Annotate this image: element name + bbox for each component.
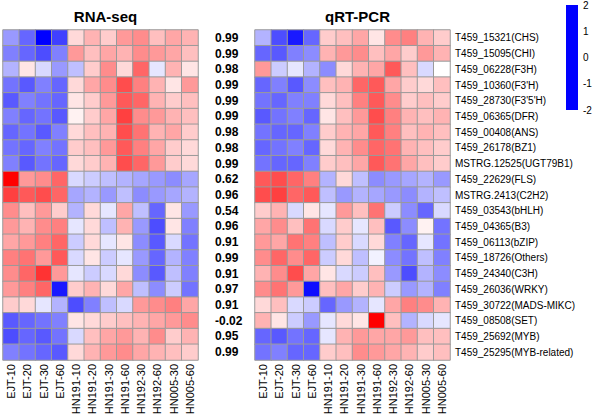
svg-text:0.62: 0.62 (215, 172, 239, 186)
svg-text:0: 0 (583, 52, 589, 63)
svg-text:T459_06228(F3H): T459_06228(F3H) (455, 64, 537, 75)
svg-text:MSTRG.2413(C2H2): MSTRG.2413(C2H2) (455, 190, 548, 201)
svg-text:0.98: 0.98 (215, 62, 239, 76)
svg-text:0.91: 0.91 (215, 235, 239, 249)
svg-text:T459_24340(C3H): T459_24340(C3H) (455, 268, 538, 279)
svg-text:EJT-10: EJT-10 (5, 364, 17, 399)
svg-text:T459_06113(bZIP): T459_06113(bZIP) (455, 237, 538, 248)
svg-text:0.96: 0.96 (215, 219, 239, 233)
svg-text:HN192-30: HN192-30 (387, 364, 399, 414)
svg-text:0.91: 0.91 (215, 267, 239, 281)
svg-text:MSTRG.12525(UGT79B1): MSTRG.12525(UGT79B1) (455, 158, 573, 169)
svg-text:EJT-10: EJT-10 (257, 364, 269, 399)
svg-text:T459_26036(WRKY): T459_26036(WRKY) (455, 284, 548, 295)
svg-text:0.99: 0.99 (215, 31, 239, 45)
svg-text:-2: -2 (583, 105, 592, 116)
svg-text:HN005-60: HN005-60 (184, 364, 196, 414)
svg-text:EJT-30: EJT-30 (38, 364, 50, 399)
svg-text:T459_25692(MYB): T459_25692(MYB) (455, 331, 540, 342)
svg-text:EJT-60: EJT-60 (306, 364, 318, 399)
svg-text:T459_28730(F3'5'H): T459_28730(F3'5'H) (455, 95, 546, 106)
svg-text:T459_00408(ANS): T459_00408(ANS) (455, 127, 538, 138)
svg-text:0.98: 0.98 (215, 125, 239, 139)
svg-text:0.96: 0.96 (215, 188, 239, 202)
svg-text:HN191-20: HN191-20 (338, 364, 350, 414)
svg-text:T459_15321(CHS): T459_15321(CHS) (455, 32, 539, 43)
svg-text:0.99: 0.99 (215, 78, 239, 92)
svg-text:RNA-seq: RNA-seq (74, 8, 137, 25)
svg-text:HN191-10: HN191-10 (70, 364, 82, 414)
svg-text:0.99: 0.99 (215, 94, 239, 108)
svg-text:-0.02: -0.02 (215, 314, 243, 328)
svg-text:-1: -1 (583, 78, 592, 89)
svg-text:HN191-60: HN191-60 (371, 364, 383, 414)
svg-text:EJT-30: EJT-30 (290, 364, 302, 399)
svg-text:HN191-20: HN191-20 (86, 364, 98, 414)
svg-text:HN005-30: HN005-30 (168, 364, 180, 414)
svg-text:0.99: 0.99 (215, 157, 239, 171)
svg-text:0.98: 0.98 (215, 141, 239, 155)
svg-text:T459_04365(B3): T459_04365(B3) (455, 221, 530, 232)
svg-text:EJT-60: EJT-60 (54, 364, 66, 399)
svg-text:T459_10360(F3'H): T459_10360(F3'H) (455, 80, 539, 91)
svg-text:HN192-30: HN192-30 (135, 364, 147, 414)
svg-text:HN192-60: HN192-60 (403, 364, 415, 414)
svg-text:T459_06365(DFR): T459_06365(DFR) (455, 111, 538, 122)
svg-text:T459_25295(MYB-related): T459_25295(MYB-related) (455, 347, 573, 358)
svg-text:1: 1 (583, 26, 589, 37)
svg-text:2: 2 (583, 0, 589, 11)
svg-text:HN191-30: HN191-30 (103, 364, 115, 414)
svg-text:T459_26178(BZ1): T459_26178(BZ1) (455, 142, 536, 153)
svg-text:HN005-60: HN005-60 (436, 364, 448, 414)
svg-text:T459_22629(FLS): T459_22629(FLS) (455, 174, 536, 185)
svg-text:0.99: 0.99 (215, 251, 239, 265)
svg-text:0.54: 0.54 (215, 204, 239, 218)
svg-text:HN191-30: HN191-30 (355, 364, 367, 414)
svg-text:HN192-60: HN192-60 (151, 364, 163, 414)
svg-text:T459_30722(MADS-MIKC): T459_30722(MADS-MIKC) (455, 300, 575, 311)
svg-text:T459_08508(SET): T459_08508(SET) (455, 315, 537, 326)
svg-text:T459_03543(bHLH): T459_03543(bHLH) (455, 205, 543, 216)
svg-text:0.99: 0.99 (215, 109, 239, 123)
svg-text:EJT-20: EJT-20 (273, 364, 285, 399)
svg-text:HN191-10: HN191-10 (322, 364, 334, 414)
svg-text:0.99: 0.99 (215, 345, 239, 359)
svg-text:0.97: 0.97 (215, 282, 239, 296)
svg-text:0.91: 0.91 (215, 298, 239, 312)
svg-text:0.99: 0.99 (215, 47, 239, 61)
svg-text:qRT-PCR: qRT-PCR (325, 8, 390, 25)
svg-text:0.95: 0.95 (215, 329, 239, 343)
svg-text:EJT-20: EJT-20 (21, 364, 33, 399)
svg-text:T459_15095(CHI): T459_15095(CHI) (455, 48, 535, 59)
svg-text:T459_18726(Others): T459_18726(Others) (455, 252, 548, 263)
svg-text:HN005-30: HN005-30 (420, 364, 432, 414)
svg-text:HN191-60: HN191-60 (119, 364, 131, 414)
